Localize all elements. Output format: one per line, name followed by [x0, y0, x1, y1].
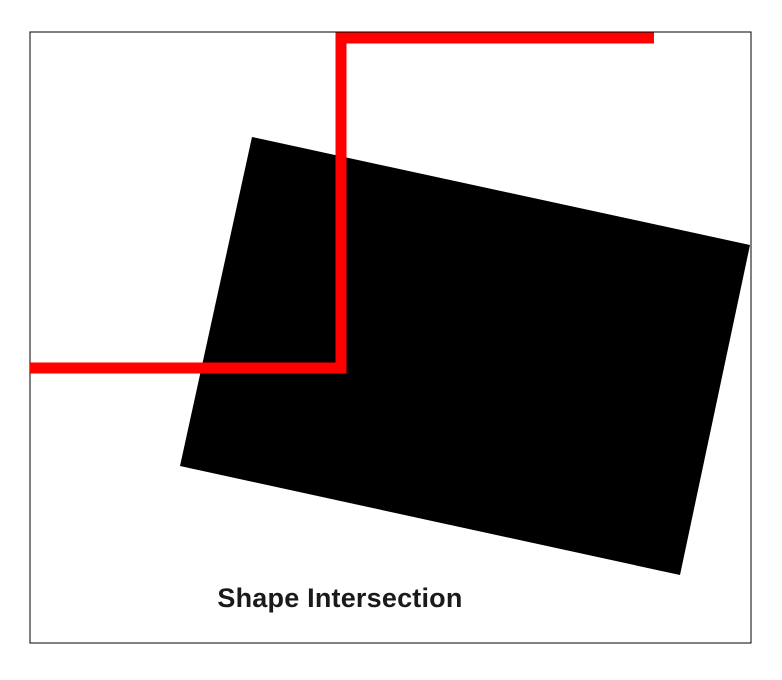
- rotated-rectangle-shape: [180, 137, 750, 575]
- diagram-caption: Shape Intersection: [217, 583, 463, 613]
- red-stepped-line: [30, 32, 654, 374]
